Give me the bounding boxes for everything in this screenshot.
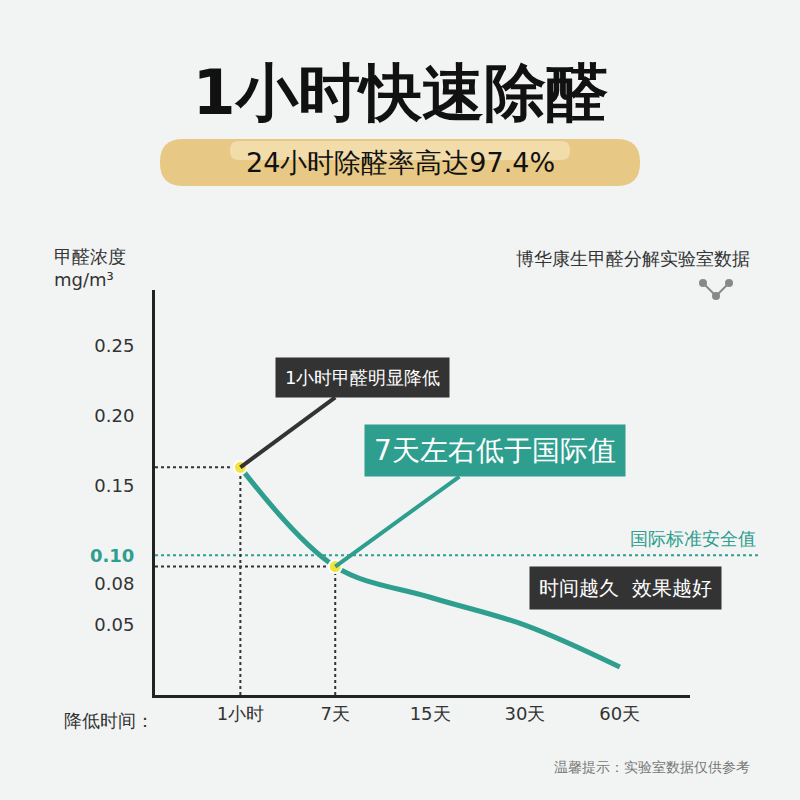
svg-text:0.15: 0.15: [94, 475, 134, 496]
svg-text:7天左右低于国际值: 7天左右低于国际值: [374, 434, 616, 467]
svg-text:0.10: 0.10: [90, 545, 134, 566]
svg-text:0.25: 0.25: [94, 335, 134, 356]
svg-text:时间越久 效果越好: 时间越久 效果越好: [539, 576, 712, 600]
svg-text:0.20: 0.20: [94, 405, 134, 426]
svg-text:24小时除醛率高达97.4%: 24小时除醛率高达97.4%: [246, 147, 555, 178]
svg-text:降低时间：: 降低时间：: [64, 710, 154, 731]
svg-text:甲醛浓度mg/m³: 甲醛浓度mg/m³: [54, 246, 126, 290]
svg-text:博华康生甲醛分解实验室数据: 博华康生甲醛分解实验室数据: [516, 248, 750, 269]
svg-text:0.08: 0.08: [94, 573, 134, 594]
svg-text:0.05: 0.05: [94, 614, 134, 635]
svg-text:1小时快速除醛: 1小时快速除醛: [192, 56, 607, 129]
svg-text:1小时甲醛明显降低: 1小时甲醛明显降低: [285, 367, 440, 388]
svg-text:60天: 60天: [599, 703, 640, 724]
svg-text:15天: 15天: [410, 703, 451, 724]
svg-text:国际标准安全值: 国际标准安全值: [630, 528, 756, 549]
svg-text:30天: 30天: [504, 703, 545, 724]
svg-text:7天: 7天: [321, 703, 350, 724]
svg-text:温馨提示：实验室数据仅供参考: 温馨提示：实验室数据仅供参考: [554, 759, 750, 775]
svg-text:1小时: 1小时: [217, 703, 264, 724]
